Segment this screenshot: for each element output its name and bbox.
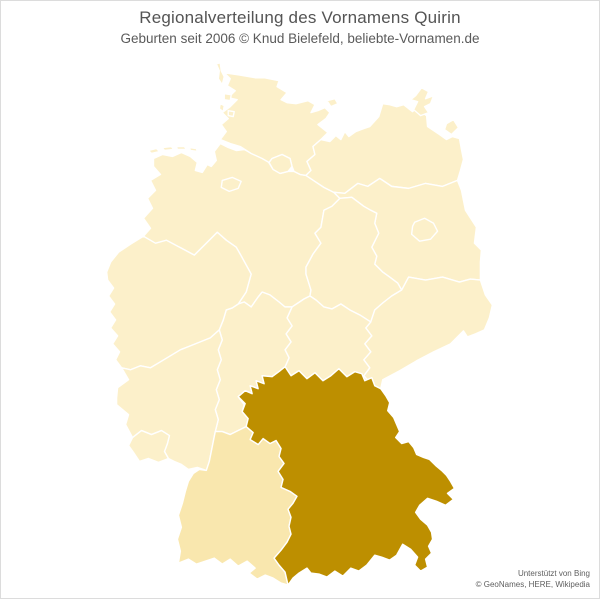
state-islands[interactable] (147, 62, 460, 155)
state-saarland[interactable] (127, 429, 171, 464)
state-mecklenburg-vorpommern[interactable] (305, 102, 465, 195)
page-title: Regionalverteilung des Vornamens Quirin (139, 8, 461, 27)
attribution-bing: Unterstützt von Bing (517, 568, 590, 578)
state-berlin[interactable] (410, 217, 439, 242)
state-bayern[interactable] (237, 366, 456, 586)
page-subtitle: Geburten seit 2006 © Knud Bielefeld, bel… (120, 31, 480, 46)
state-bremen[interactable] (220, 176, 242, 193)
map-attribution: Unterstützt von Bing © GeoNames, HERE, W… (476, 568, 590, 591)
state-hamburg[interactable] (268, 153, 293, 175)
header: Regionalverteilung des Vornamens Quirin … (1, 8, 599, 46)
attribution-sources: © GeoNames, HERE, Wikipedia (475, 580, 590, 590)
